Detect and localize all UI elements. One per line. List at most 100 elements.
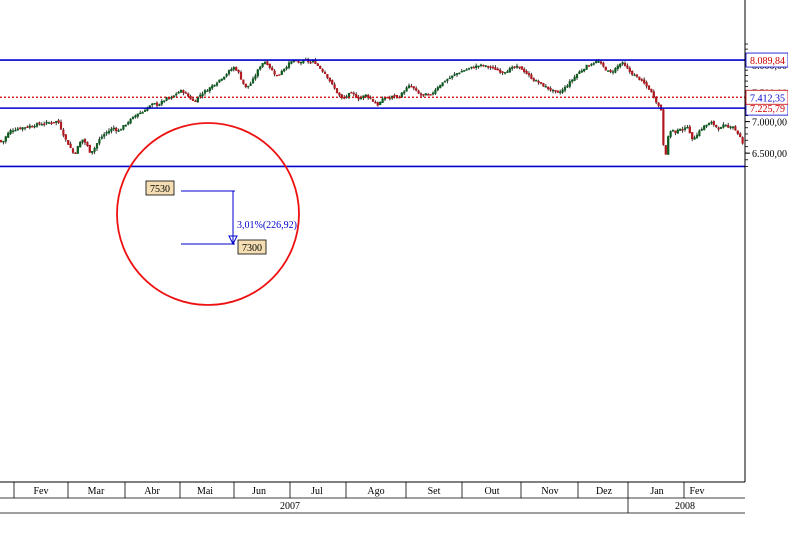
candle-body (686, 126, 689, 129)
candle-body (412, 86, 415, 89)
candle-body (148, 105, 151, 108)
candle-body (112, 127, 115, 130)
candle-body (237, 69, 240, 73)
candle-body (52, 121, 55, 124)
candle-body (494, 67, 497, 70)
candle-body (131, 116, 135, 120)
candle-body (616, 65, 619, 69)
candle-body (691, 132, 694, 140)
candle-body (703, 125, 706, 130)
candle-body (268, 63, 271, 68)
candle-body (71, 148, 75, 153)
candle-body (463, 70, 466, 72)
candle-body (381, 98, 384, 103)
x-month-label: Jun (252, 486, 266, 497)
candle-body (7, 132, 10, 138)
candle-body (163, 100, 166, 102)
candle-body (115, 127, 118, 132)
candle-body (724, 125, 727, 127)
high-label: 7530 (150, 184, 170, 195)
candle-body (415, 88, 418, 91)
candle-body (602, 62, 605, 67)
candle-body (91, 151, 94, 154)
candle-body (683, 127, 687, 130)
candle-body (45, 121, 48, 124)
candle-body (537, 80, 540, 83)
candle-body (470, 66, 473, 69)
candle-body (249, 83, 252, 86)
candle-body (23, 127, 27, 129)
candle-body (160, 100, 163, 105)
candle-body (103, 134, 106, 137)
range-annotation: 7530 7300 3,01%(226,92) (145, 180, 297, 255)
candle-body (191, 98, 195, 102)
candle-body (299, 62, 303, 64)
candle-body (220, 78, 223, 81)
candle-body (441, 82, 444, 87)
candle-body (554, 89, 557, 92)
candle-body (179, 89, 183, 93)
x-month-label: Ago (367, 486, 384, 497)
candle-body (369, 97, 372, 99)
candle-body (460, 71, 463, 73)
candle-body (467, 67, 471, 70)
candle-body (715, 124, 718, 128)
candle-body (283, 68, 286, 72)
highlight-ellipse (116, 122, 300, 306)
candle-body (674, 130, 677, 133)
candle-body (11, 130, 15, 132)
candle-body (400, 92, 403, 98)
candle-body (59, 121, 63, 130)
candle-body (21, 127, 24, 130)
candle-body (338, 92, 341, 96)
candle-body (631, 70, 634, 75)
candle-body (635, 74, 639, 77)
candle-body (158, 104, 161, 106)
candle-body (287, 62, 291, 68)
candle-body (527, 73, 531, 76)
candle-body (117, 130, 120, 132)
candle-body (477, 65, 480, 68)
candle-body (736, 130, 739, 134)
candle-body (331, 80, 334, 85)
x-month-label: Out (485, 486, 500, 497)
candle-body (124, 124, 127, 127)
candle-body (590, 64, 593, 66)
candle-body (223, 76, 226, 80)
candle-body (535, 80, 538, 82)
candle-body (19, 127, 22, 130)
candle-body (213, 84, 216, 87)
candle-body (417, 90, 420, 94)
candle-body (623, 62, 627, 66)
candle-body (280, 70, 283, 75)
candle-body (139, 112, 142, 115)
candle-body (35, 123, 39, 127)
x-month-label: Mai (197, 486, 213, 497)
candle-body (376, 102, 379, 106)
y-tick-label: 7.000,00 (752, 118, 787, 129)
candle-body (254, 75, 257, 80)
candle-body (259, 66, 262, 70)
candle-body (434, 89, 437, 94)
candle-body (451, 75, 454, 78)
candle-body (530, 74, 533, 79)
x-month-label: Nov (541, 486, 558, 497)
candle-body (256, 69, 259, 77)
candle-body (69, 143, 72, 148)
candle-body (523, 68, 526, 73)
candle-body (388, 97, 391, 99)
candle-body (16, 128, 19, 131)
candle-body (453, 74, 456, 76)
candle-body (479, 64, 483, 66)
candle-body (566, 85, 569, 88)
candle-body (551, 89, 555, 92)
candle-body (568, 81, 571, 87)
candle-body (595, 61, 598, 64)
x-month-label: Fev (690, 486, 705, 497)
candle-body (208, 87, 211, 92)
candle-body (592, 63, 595, 65)
candle-body (76, 146, 79, 154)
candle-body (650, 88, 653, 93)
reference-value-box (745, 52, 788, 68)
candle-body (638, 76, 641, 80)
